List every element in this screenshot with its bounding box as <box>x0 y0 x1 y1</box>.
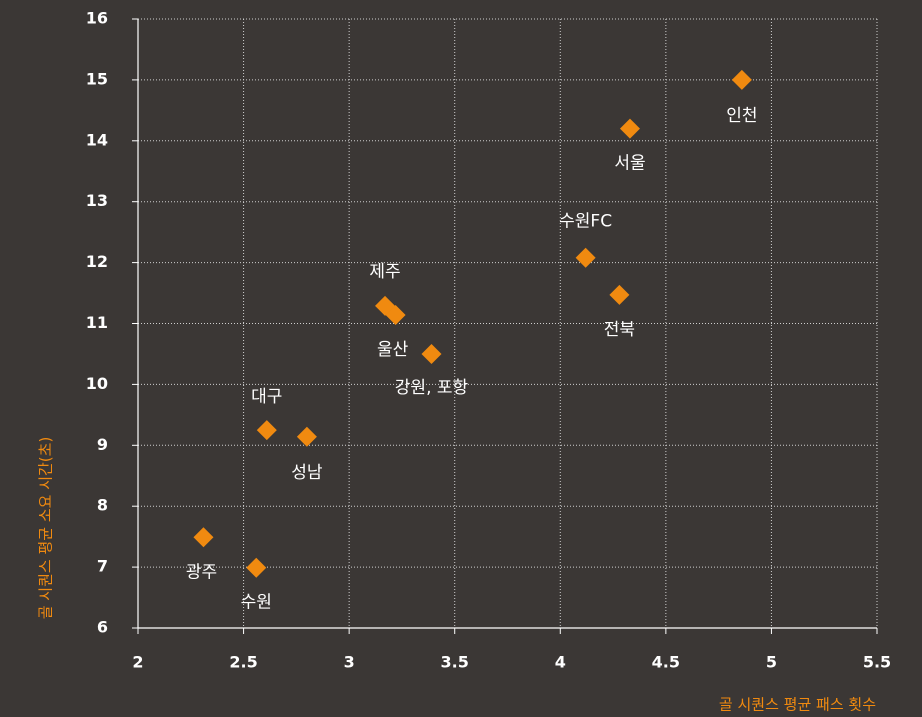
point <box>246 557 267 578</box>
point <box>609 284 630 305</box>
x-axis-label: 골 시퀀스 평균 패스 횟수 <box>719 696 876 714</box>
point-label: 제주 <box>369 262 400 282</box>
point <box>731 69 752 90</box>
x-tick-label: 4 <box>555 653 566 672</box>
point-label: 전북 <box>604 320 635 340</box>
point <box>296 426 317 447</box>
y-tick-label: 11 <box>86 313 108 332</box>
point <box>421 343 442 364</box>
y-tick-label: 6 <box>97 618 108 637</box>
x-tick-label: 3.5 <box>441 653 469 672</box>
point-label: 서울 <box>614 154 645 174</box>
x-tick-label: 4.5 <box>652 653 680 672</box>
point <box>193 527 214 548</box>
y-tick-label: 8 <box>97 496 108 515</box>
x-tick-label: 2 <box>132 653 143 672</box>
point <box>575 247 596 268</box>
x-tick-label: 2.5 <box>229 653 257 672</box>
point-label: 대구 <box>251 387 282 407</box>
point <box>619 118 640 139</box>
point-label: 강원, 포항 <box>395 378 469 398</box>
point-label: 성남 <box>291 463 323 483</box>
x-tick-label: 5.5 <box>863 653 891 672</box>
point-label: 수원FC <box>559 212 612 232</box>
point-label: 울산 <box>377 340 409 360</box>
y-tick-label: 12 <box>86 252 108 271</box>
y-tick-label: 16 <box>86 9 108 28</box>
y-tick-label: 7 <box>97 557 108 576</box>
y-tick-label: 15 <box>86 69 108 88</box>
point <box>256 420 277 441</box>
point-label: 수원 <box>241 593 272 613</box>
point <box>385 304 406 325</box>
y-tick-label: 10 <box>86 374 108 393</box>
y-tick-label: 14 <box>86 130 108 149</box>
x-tick-label: 5 <box>766 653 777 672</box>
x-tick-label: 3 <box>344 653 355 672</box>
y-axis-label: 골 시퀀스 평균 소요 시간(초) <box>37 437 55 620</box>
point-label: 광주 <box>186 562 217 582</box>
y-tick-label: 9 <box>97 435 108 454</box>
point-label: 인천 <box>726 106 757 126</box>
y-tick-label: 13 <box>86 191 108 210</box>
